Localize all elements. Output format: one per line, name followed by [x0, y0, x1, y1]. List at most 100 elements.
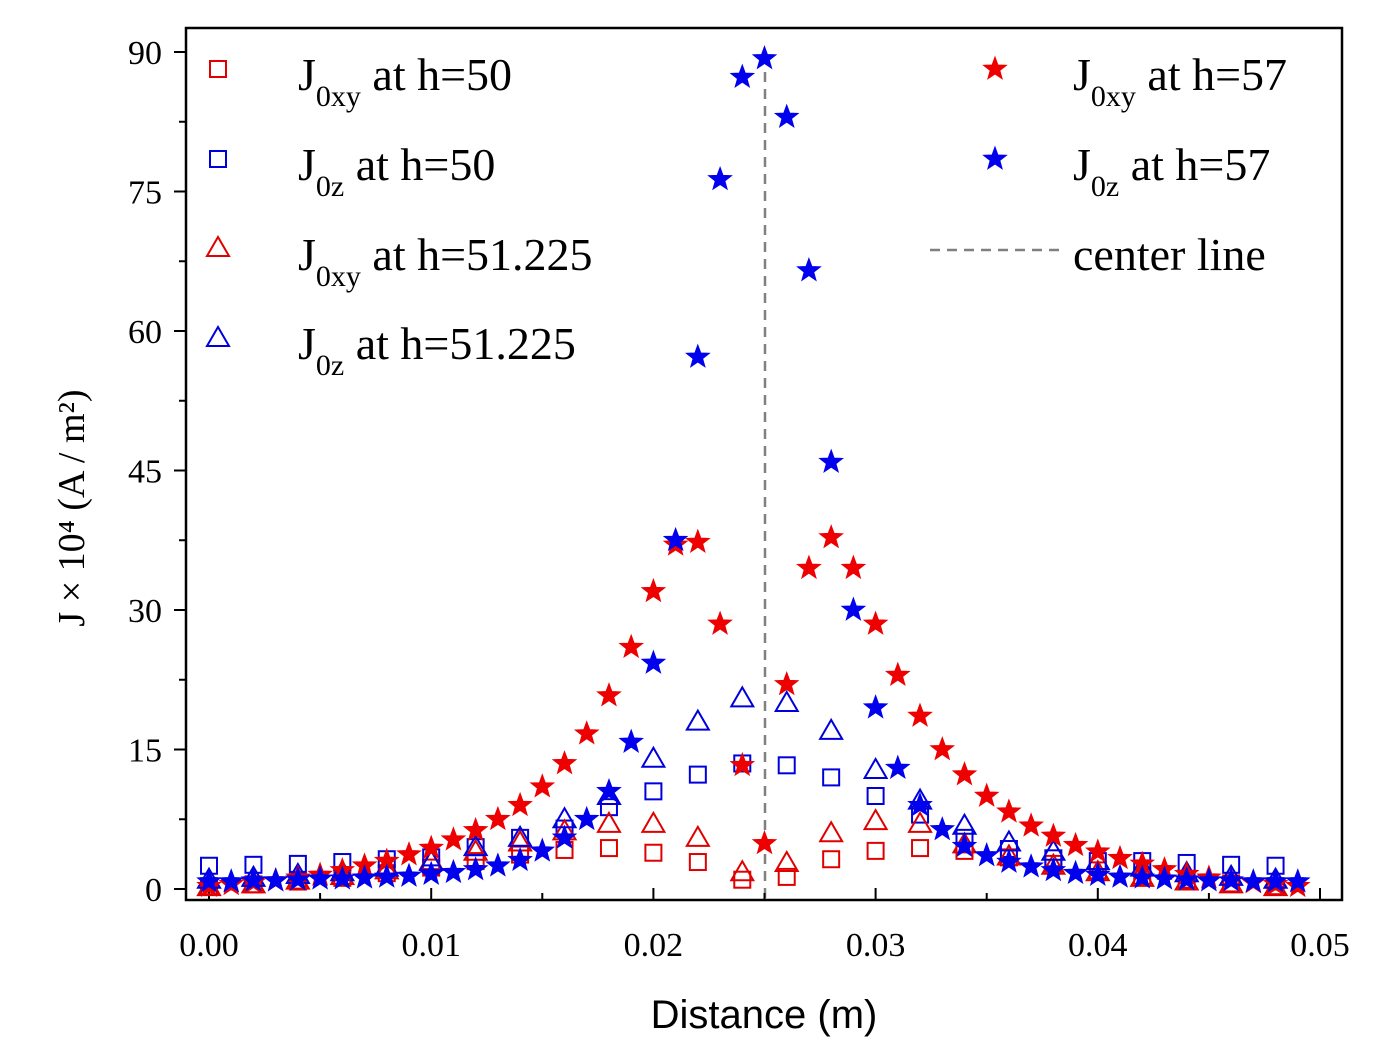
- data-point: [840, 596, 867, 621]
- data-point: [640, 810, 667, 833]
- y-axis-title: J × 10⁴ (A / m²): [51, 389, 93, 626]
- data-point: [951, 832, 978, 858]
- data-point: [507, 824, 533, 847]
- data-point: [1107, 844, 1133, 870]
- data-point: [551, 750, 578, 775]
- y-tick-label: 30: [128, 593, 162, 630]
- data-point: [862, 610, 889, 635]
- data-point: [818, 717, 844, 740]
- data-point: [373, 863, 400, 888]
- data-point: [951, 761, 978, 786]
- legend-marker: [205, 235, 231, 257]
- data-point: [685, 708, 711, 731]
- data-point: [777, 867, 796, 886]
- data-point: [507, 791, 533, 817]
- legend-entry: J0z at h=57: [982, 139, 1270, 203]
- data-point: [1262, 868, 1289, 893]
- y-tick-label: 60: [128, 314, 162, 351]
- data-point: [773, 103, 800, 128]
- data-point: [1018, 812, 1044, 837]
- data-point: [973, 842, 1000, 867]
- legend-entry: J0xy at h=50: [209, 49, 512, 113]
- data-point: [1040, 856, 1067, 882]
- data-point: [751, 829, 778, 855]
- data-point: [329, 865, 356, 890]
- data-point: [685, 528, 711, 553]
- data-point: [885, 754, 911, 779]
- data-point: [418, 860, 444, 885]
- x-tick-label: 0.03: [846, 927, 906, 964]
- series-5: [196, 45, 1311, 893]
- data-point: [418, 834, 444, 859]
- axis-ticks: 0.00 0.01 0.02 0.03 0.04 0.05 0 15 30 45 60 75 90: [128, 35, 1350, 964]
- legend-entry-center-line: center line: [930, 229, 1266, 280]
- legend-label: J0xy at h=51.225: [298, 229, 593, 293]
- y-tick-label: 15: [128, 733, 162, 770]
- data-point: [1018, 853, 1044, 878]
- legend-marker: [205, 325, 231, 347]
- data-point: [485, 805, 511, 831]
- x-tick-label: 0.04: [1068, 927, 1128, 964]
- x-tick-label: 0.00: [179, 927, 239, 964]
- data-point: [1240, 868, 1267, 893]
- data-point: [1196, 867, 1222, 892]
- data-point: [911, 839, 930, 858]
- data-point: [599, 839, 618, 858]
- data-point: [840, 554, 867, 580]
- data-point: [1129, 864, 1156, 889]
- x-tick-label: 0.02: [624, 927, 684, 964]
- data-point: [440, 858, 467, 884]
- data-point: [818, 524, 844, 549]
- data-point: [729, 751, 756, 777]
- data-point: [240, 867, 267, 892]
- data-point: [396, 841, 422, 866]
- data-point: [1285, 868, 1311, 893]
- data-point: [599, 798, 618, 817]
- data-point: [996, 848, 1022, 873]
- data-point: [644, 782, 663, 801]
- data-point: [644, 843, 663, 862]
- data-point: [818, 448, 844, 473]
- data-point: [618, 633, 644, 659]
- x-tick-label: 0.05: [1290, 927, 1350, 964]
- data-point: [822, 850, 841, 869]
- data-point: [996, 798, 1022, 823]
- data-point: [907, 810, 933, 833]
- y-tick-label: 75: [128, 175, 162, 212]
- data-point: [196, 868, 222, 893]
- data-point: [773, 670, 800, 696]
- data-point: [462, 816, 489, 842]
- data-point: [596, 682, 622, 707]
- legend-entry: J0xy at h=57: [982, 49, 1287, 113]
- data-point: [751, 45, 778, 70]
- data-point: [640, 649, 667, 674]
- legend-entry: J0xy at h=51.225: [205, 229, 593, 293]
- data-point: [1062, 831, 1089, 857]
- data-point: [462, 834, 489, 857]
- y-tick-label: 45: [128, 454, 162, 491]
- data-point: [351, 864, 378, 889]
- data-point: [440, 826, 467, 851]
- data-point: [618, 728, 644, 753]
- data-point: [1218, 867, 1244, 892]
- legend-marker: [209, 150, 227, 168]
- data-point: [1107, 863, 1133, 888]
- data-point: [862, 694, 889, 719]
- legend-entry: J0z at h=50: [209, 139, 495, 203]
- data-point: [485, 852, 511, 877]
- data-point: [773, 690, 800, 712]
- data-point: [822, 768, 841, 787]
- data-point: [729, 63, 756, 88]
- data-point: [1062, 859, 1089, 885]
- data-point: [818, 820, 844, 843]
- x-axis-title: Distance (m): [651, 993, 878, 1037]
- data-point: [529, 837, 556, 862]
- data-point: [973, 782, 1000, 807]
- data-point: [1085, 838, 1111, 863]
- legend-marker: [982, 145, 1008, 170]
- legend-label: J0xy at h=50: [298, 49, 512, 113]
- data-point: [796, 554, 822, 580]
- data-point: [596, 777, 622, 803]
- data-point: [866, 841, 885, 860]
- legend-label: J0z at h=57: [1073, 139, 1270, 203]
